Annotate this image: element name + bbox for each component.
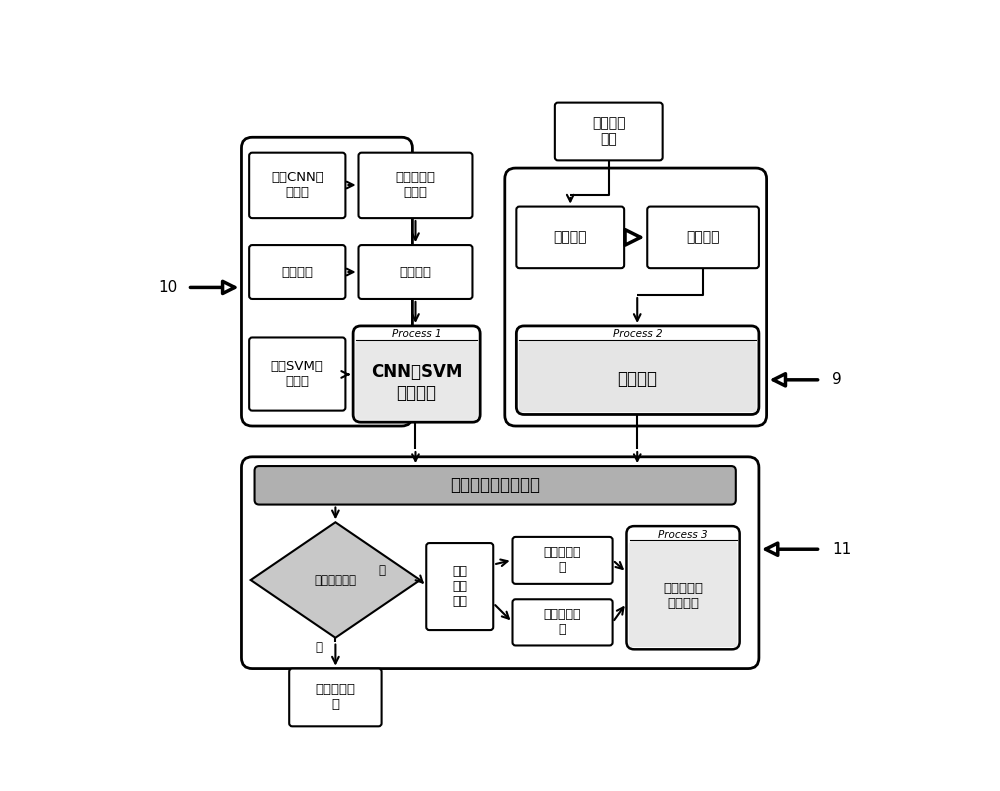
Text: 图像滤波: 图像滤波 bbox=[554, 230, 587, 244]
FancyBboxPatch shape bbox=[512, 537, 613, 584]
Text: 图像增强: 图像增强 bbox=[686, 230, 720, 244]
Text: Process 3: Process 3 bbox=[658, 530, 708, 539]
FancyBboxPatch shape bbox=[358, 153, 472, 218]
FancyBboxPatch shape bbox=[629, 542, 737, 647]
FancyBboxPatch shape bbox=[555, 103, 663, 161]
FancyBboxPatch shape bbox=[426, 543, 493, 630]
Text: 随机参数组
合择优: 随机参数组 合择优 bbox=[395, 172, 435, 199]
FancyBboxPatch shape bbox=[626, 526, 740, 649]
FancyBboxPatch shape bbox=[289, 668, 382, 726]
FancyBboxPatch shape bbox=[512, 600, 613, 645]
Text: 视频图像显
示: 视频图像显 示 bbox=[315, 683, 355, 711]
Text: 模型训练: 模型训练 bbox=[399, 266, 431, 278]
Text: 搭建SVM神
经网络: 搭建SVM神 经网络 bbox=[271, 360, 324, 388]
FancyBboxPatch shape bbox=[516, 326, 759, 414]
FancyBboxPatch shape bbox=[355, 342, 478, 420]
Text: 缺陷种类获
取: 缺陷种类获 取 bbox=[544, 608, 581, 637]
Text: 缺陷图像识别与定位: 缺陷图像识别与定位 bbox=[450, 476, 540, 494]
FancyBboxPatch shape bbox=[249, 245, 345, 299]
Text: 否: 否 bbox=[315, 642, 322, 654]
Text: 搭建CNN神
经网络: 搭建CNN神 经网络 bbox=[271, 172, 324, 199]
Text: 11: 11 bbox=[832, 542, 851, 557]
Text: Process 1: Process 1 bbox=[392, 329, 441, 339]
Text: 缺陷信息显
示并报警: 缺陷信息显 示并报警 bbox=[663, 582, 703, 610]
Text: CNN与SVM
网络组合: CNN与SVM 网络组合 bbox=[371, 363, 462, 402]
Polygon shape bbox=[251, 522, 420, 638]
FancyBboxPatch shape bbox=[519, 342, 757, 412]
Text: 图像
分割
识别: 图像 分割 识别 bbox=[452, 565, 467, 608]
Text: Process 2: Process 2 bbox=[613, 329, 662, 339]
FancyBboxPatch shape bbox=[358, 245, 472, 299]
Text: 是: 是 bbox=[378, 564, 385, 577]
FancyBboxPatch shape bbox=[647, 206, 759, 268]
FancyBboxPatch shape bbox=[516, 206, 624, 268]
FancyBboxPatch shape bbox=[249, 338, 345, 411]
FancyBboxPatch shape bbox=[353, 326, 480, 422]
Text: 采集数据: 采集数据 bbox=[281, 266, 313, 278]
FancyBboxPatch shape bbox=[255, 466, 736, 505]
Text: 10: 10 bbox=[158, 280, 178, 295]
Text: 图像分割: 图像分割 bbox=[618, 369, 658, 388]
Text: 9: 9 bbox=[832, 373, 842, 388]
Text: 视频数据
采集: 视频数据 采集 bbox=[592, 116, 626, 146]
Text: 是否存在缺陷: 是否存在缺陷 bbox=[314, 573, 356, 586]
FancyBboxPatch shape bbox=[249, 153, 345, 218]
Text: 缺陷区域获
取: 缺陷区域获 取 bbox=[544, 547, 581, 574]
